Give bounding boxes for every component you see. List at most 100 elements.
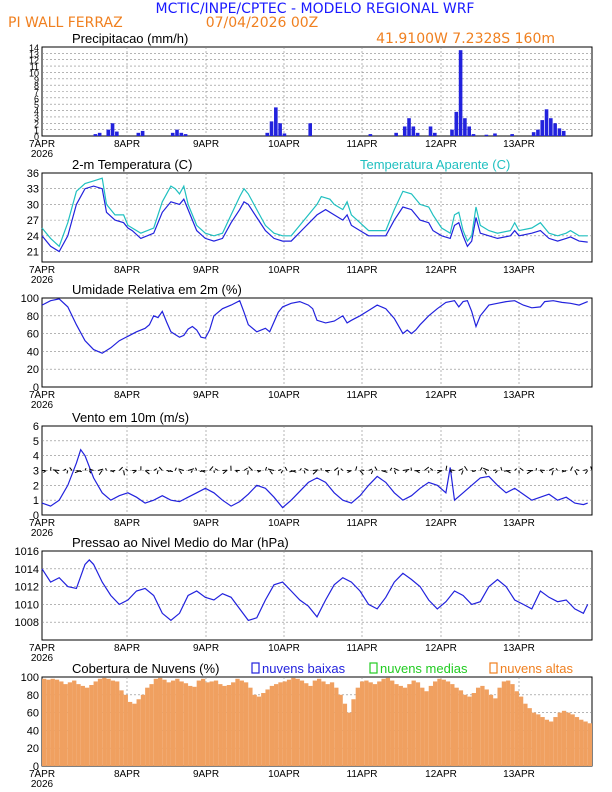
cloud-high-bar xyxy=(368,682,373,766)
wind-arrow xyxy=(333,467,339,471)
y-tick-label: 8 xyxy=(34,81,39,91)
cloud-high-bar xyxy=(140,694,146,766)
wind-arrow xyxy=(583,469,588,471)
wind-arrow xyxy=(381,470,388,473)
precip-bar xyxy=(282,133,287,136)
cloud-high-bar xyxy=(312,680,317,766)
y-tick-label: 30 xyxy=(27,199,39,211)
cloud-high-bar xyxy=(488,694,494,766)
wind-arrow xyxy=(484,470,487,475)
x-tick-label: 9APR xyxy=(193,265,219,276)
y-tick-label: 1012 xyxy=(15,582,39,594)
wind-arrow xyxy=(125,468,129,471)
cloud-high-bar xyxy=(295,678,300,766)
cloud-high-bar xyxy=(583,721,588,766)
wind-arrow xyxy=(74,470,81,474)
precip-bar xyxy=(411,126,416,136)
legend-box-0 xyxy=(251,662,260,674)
cloud-high-bar xyxy=(54,679,60,766)
y-tick-label: 9 xyxy=(34,75,39,85)
y-tick-label: 33 xyxy=(27,184,39,196)
cloud-high-bar xyxy=(188,685,193,766)
legend-box-1 xyxy=(369,662,378,674)
wind-arrow xyxy=(500,466,503,471)
x-tick-label: 10APR xyxy=(268,518,300,529)
cloud-high-bar xyxy=(377,681,382,766)
cloud-high-bar xyxy=(407,684,412,766)
wind-arrow xyxy=(570,466,573,471)
cloud-high-bar xyxy=(381,678,386,766)
wind-arrow xyxy=(52,469,60,471)
x-tick-label: 12APR xyxy=(425,643,457,654)
y-tick-label: 2 xyxy=(34,119,39,129)
precip-bar xyxy=(450,129,454,136)
cloud-high-bar xyxy=(437,678,442,766)
x-year-label: 2026 xyxy=(31,149,54,160)
cloud-high-bar xyxy=(398,685,403,766)
wind-arrow xyxy=(118,466,123,471)
y-tick-label: 36 xyxy=(27,168,39,180)
y-tick-label: 0 xyxy=(34,132,39,142)
panel-title-cloud: Cobertura de Nuvens (%) xyxy=(72,661,219,676)
cloud-high-bar xyxy=(231,682,236,766)
y-tick-label: 6 xyxy=(34,94,39,104)
wind-arrow xyxy=(382,470,386,472)
cloud-high-bar xyxy=(467,696,472,766)
run-date: 07/04/2026 00Z xyxy=(206,15,319,31)
cloud-high-bar xyxy=(235,678,240,766)
cloud-high-bar xyxy=(536,714,541,766)
y-tick-label: 0 xyxy=(33,510,39,522)
x-year-label: 2026 xyxy=(31,275,54,286)
cloud-high-bar xyxy=(372,684,378,766)
y-tick-label: 0 xyxy=(33,761,39,773)
cloud-high-bar xyxy=(420,687,425,766)
cloud-high-bar xyxy=(355,687,360,766)
x-tick-label: 11APR xyxy=(347,265,378,276)
cloud-high-bar xyxy=(145,687,150,766)
x-tick-label: 13APR xyxy=(503,390,535,401)
cloud-high-bar xyxy=(153,678,159,766)
cloud-high-bar xyxy=(531,712,537,766)
cloud-high-bar xyxy=(93,681,98,766)
wind-arrow xyxy=(243,467,248,471)
precip-bar xyxy=(115,131,119,136)
y-tick-label: 5 xyxy=(33,436,39,448)
cloud-high-bar xyxy=(136,699,141,766)
x-tick-label: 8APR xyxy=(114,265,140,276)
cloud-high-bar xyxy=(50,678,55,766)
panel-frame-temp xyxy=(41,172,593,263)
y-tick-label: 12 xyxy=(29,56,39,66)
wind-arrow xyxy=(156,470,159,475)
wind-arrow xyxy=(54,470,59,475)
wind-arrow xyxy=(178,468,184,471)
wind-arrow xyxy=(494,470,498,474)
cloud-high-bar xyxy=(132,703,137,766)
cloud-high-bar xyxy=(115,681,120,766)
x-tick-label: 7APR xyxy=(29,139,55,150)
legend-label-1: nuvens medias xyxy=(380,661,468,676)
cloud-high-bar xyxy=(123,694,128,766)
wind-arrow xyxy=(280,470,284,474)
x-tick-label: 9APR xyxy=(193,518,219,529)
precip-bar xyxy=(274,107,278,136)
cloud-high-bar xyxy=(299,680,305,766)
precip-bar xyxy=(428,126,433,136)
x-year-label: 2026 xyxy=(31,653,54,664)
x-tick-label: 10APR xyxy=(268,139,300,150)
series-line-temp-1 xyxy=(41,177,588,248)
cloud-high-bar xyxy=(514,691,519,766)
wind-arrow xyxy=(194,467,198,471)
wind-arrow xyxy=(167,470,172,473)
x-tick-label: 13APR xyxy=(503,265,535,276)
wind-arrow xyxy=(284,466,288,471)
wind-arrow xyxy=(479,466,483,471)
y-tick-label: 3 xyxy=(34,113,39,123)
wind-arrow xyxy=(267,468,275,471)
cloud-high-bar xyxy=(338,694,343,766)
cloud-high-bar xyxy=(402,687,408,766)
cloud-high-bar xyxy=(394,684,399,766)
cloud-high-bar xyxy=(570,714,575,766)
x-tick-label: 7APR xyxy=(29,518,55,529)
wind-arrow xyxy=(209,466,214,471)
